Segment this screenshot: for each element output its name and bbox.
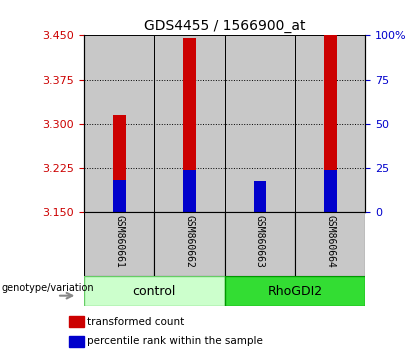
Bar	[84, 276, 225, 306]
Bar	[183, 170, 196, 212]
Bar	[225, 276, 365, 306]
Bar	[113, 180, 126, 212]
Text: GSM860662: GSM860662	[184, 215, 194, 268]
Bar	[295, 212, 365, 276]
Text: GSM860661: GSM860661	[114, 215, 124, 268]
Bar	[84, 212, 155, 276]
Text: percentile rank within the sample: percentile rank within the sample	[87, 336, 263, 346]
Text: GSM860663: GSM860663	[255, 215, 265, 268]
Bar	[69, 316, 84, 327]
Bar	[225, 35, 295, 212]
Bar	[155, 35, 225, 212]
Bar	[69, 336, 84, 347]
Text: RhoGDI2: RhoGDI2	[268, 285, 323, 298]
Text: GSM860664: GSM860664	[325, 215, 335, 268]
Bar	[254, 181, 266, 212]
Bar	[225, 212, 295, 276]
Bar	[254, 189, 266, 212]
Bar	[295, 35, 365, 212]
Text: transformed count: transformed count	[87, 316, 184, 327]
Bar	[84, 35, 155, 212]
Text: genotype/variation: genotype/variation	[2, 282, 95, 292]
Bar	[324, 170, 336, 212]
Bar	[324, 35, 336, 212]
Bar	[155, 212, 225, 276]
Bar	[113, 115, 126, 212]
Text: control: control	[133, 285, 176, 298]
Bar	[183, 38, 196, 212]
Title: GDS4455 / 1566900_at: GDS4455 / 1566900_at	[144, 19, 305, 33]
